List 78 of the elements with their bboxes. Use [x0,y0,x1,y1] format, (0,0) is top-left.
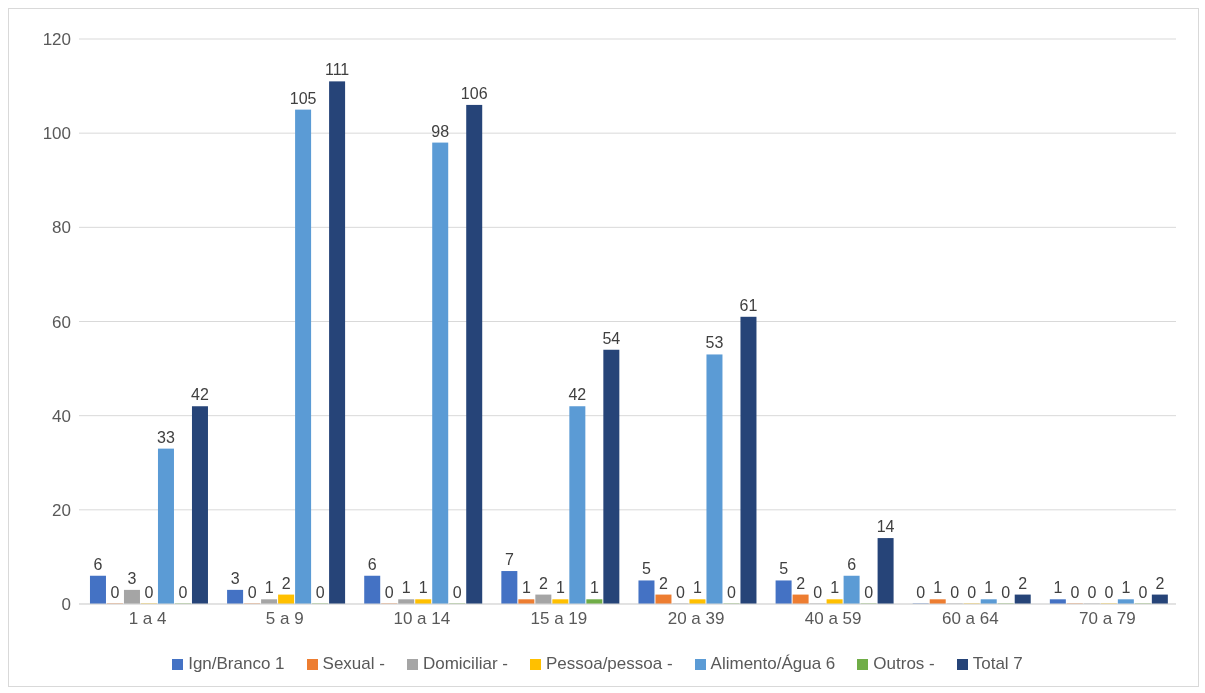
data-label: 0 [967,583,977,601]
data-label: 0 [813,583,823,601]
data-label: 1 [521,579,531,597]
data-label: 1 [264,579,274,597]
data-label: 5 [642,560,652,578]
y-tick-label: 0 [61,595,71,615]
data-label: 1 [933,579,943,597]
data-label: 1 [984,579,994,597]
data-label: 0 [247,583,257,601]
y-tick-label: 120 [42,30,71,50]
data-label: 0 [676,583,686,601]
legend-label: Sexual - [322,654,385,674]
legend-label: Domiciliar - [422,654,508,674]
data-label: 0 [1138,583,1148,601]
data-label: 5 [779,560,789,578]
legend-label: Outros - [873,654,935,674]
data-label: 0 [950,583,960,601]
data-label: 33 [157,428,175,446]
data-label: 0 [1104,583,1114,601]
x-tick-label: 10 a 14 [393,609,451,629]
legend-label: Total 7 [972,654,1023,674]
data-label: 42 [568,386,587,404]
data-label: 1 [555,579,565,597]
data-label: 14 [876,518,895,536]
data-label: 6 [367,555,377,573]
data-label: 0 [1070,583,1080,601]
data-label: 1 [693,579,703,597]
data-label: 0 [178,583,188,601]
data-label: 54 [602,329,621,347]
x-tick-label: 70 a 79 [1079,609,1136,629]
y-tick-label: 20 [52,500,71,520]
y-tick-label: 100 [42,124,71,144]
y-tick-label: 60 [52,312,71,332]
data-label: 0 [1087,583,1097,601]
x-tick-label: 40 a 59 [804,609,862,629]
data-label: 42 [191,386,209,404]
data-label: 2 [538,574,548,592]
data-label: 2 [1018,574,1028,592]
y-tick-label: 40 [52,406,71,426]
data-label: 0 [144,583,154,601]
data-label: 6 [93,555,103,573]
data-label: 6 [847,555,857,573]
x-tick-label: 60 a 64 [941,609,999,629]
data-label: 1 [401,579,411,597]
data-label: 0 [916,583,926,601]
data-label: 0 [384,583,394,601]
data-label: 1 [589,579,599,597]
legend-label: Ign/Branco 1 [188,654,285,674]
data-label: 0 [1001,583,1011,601]
data-label: 3 [127,569,137,587]
data-label: 1 [1053,579,1063,597]
legend-label: Pessoa/pessoa - [545,654,673,674]
data-label: 2 [281,574,291,592]
data-label: 2 [659,574,669,592]
data-label: 2 [1155,574,1165,592]
data-label: 61 [739,296,758,314]
x-tick-label: 5 a 9 [265,609,304,629]
data-label: 3 [230,569,240,587]
data-label: 53 [705,334,724,352]
data-label: 106 [460,84,488,102]
data-label: 0 [110,583,120,601]
data-label: 0 [727,583,737,601]
data-label: 0 [864,583,874,601]
x-tick-label: 15 a 19 [530,609,588,629]
data-label: 1 [418,579,428,597]
data-label: 111 [324,61,350,79]
data-label: 0 [452,583,462,601]
data-label: 98 [431,122,450,140]
data-label: 105 [289,89,317,107]
data-label: 1 [1121,579,1131,597]
data-label: 7 [504,551,514,569]
x-tick-label: 20 a 39 [667,609,725,629]
data-label: 1 [830,579,840,597]
y-tick-label: 80 [52,218,71,238]
data-label: 2 [796,574,806,592]
data-label: 0 [315,583,325,601]
x-tick-label: 1 a 4 [128,609,167,629]
legend-label: Alimento/Água 6 [710,654,836,674]
